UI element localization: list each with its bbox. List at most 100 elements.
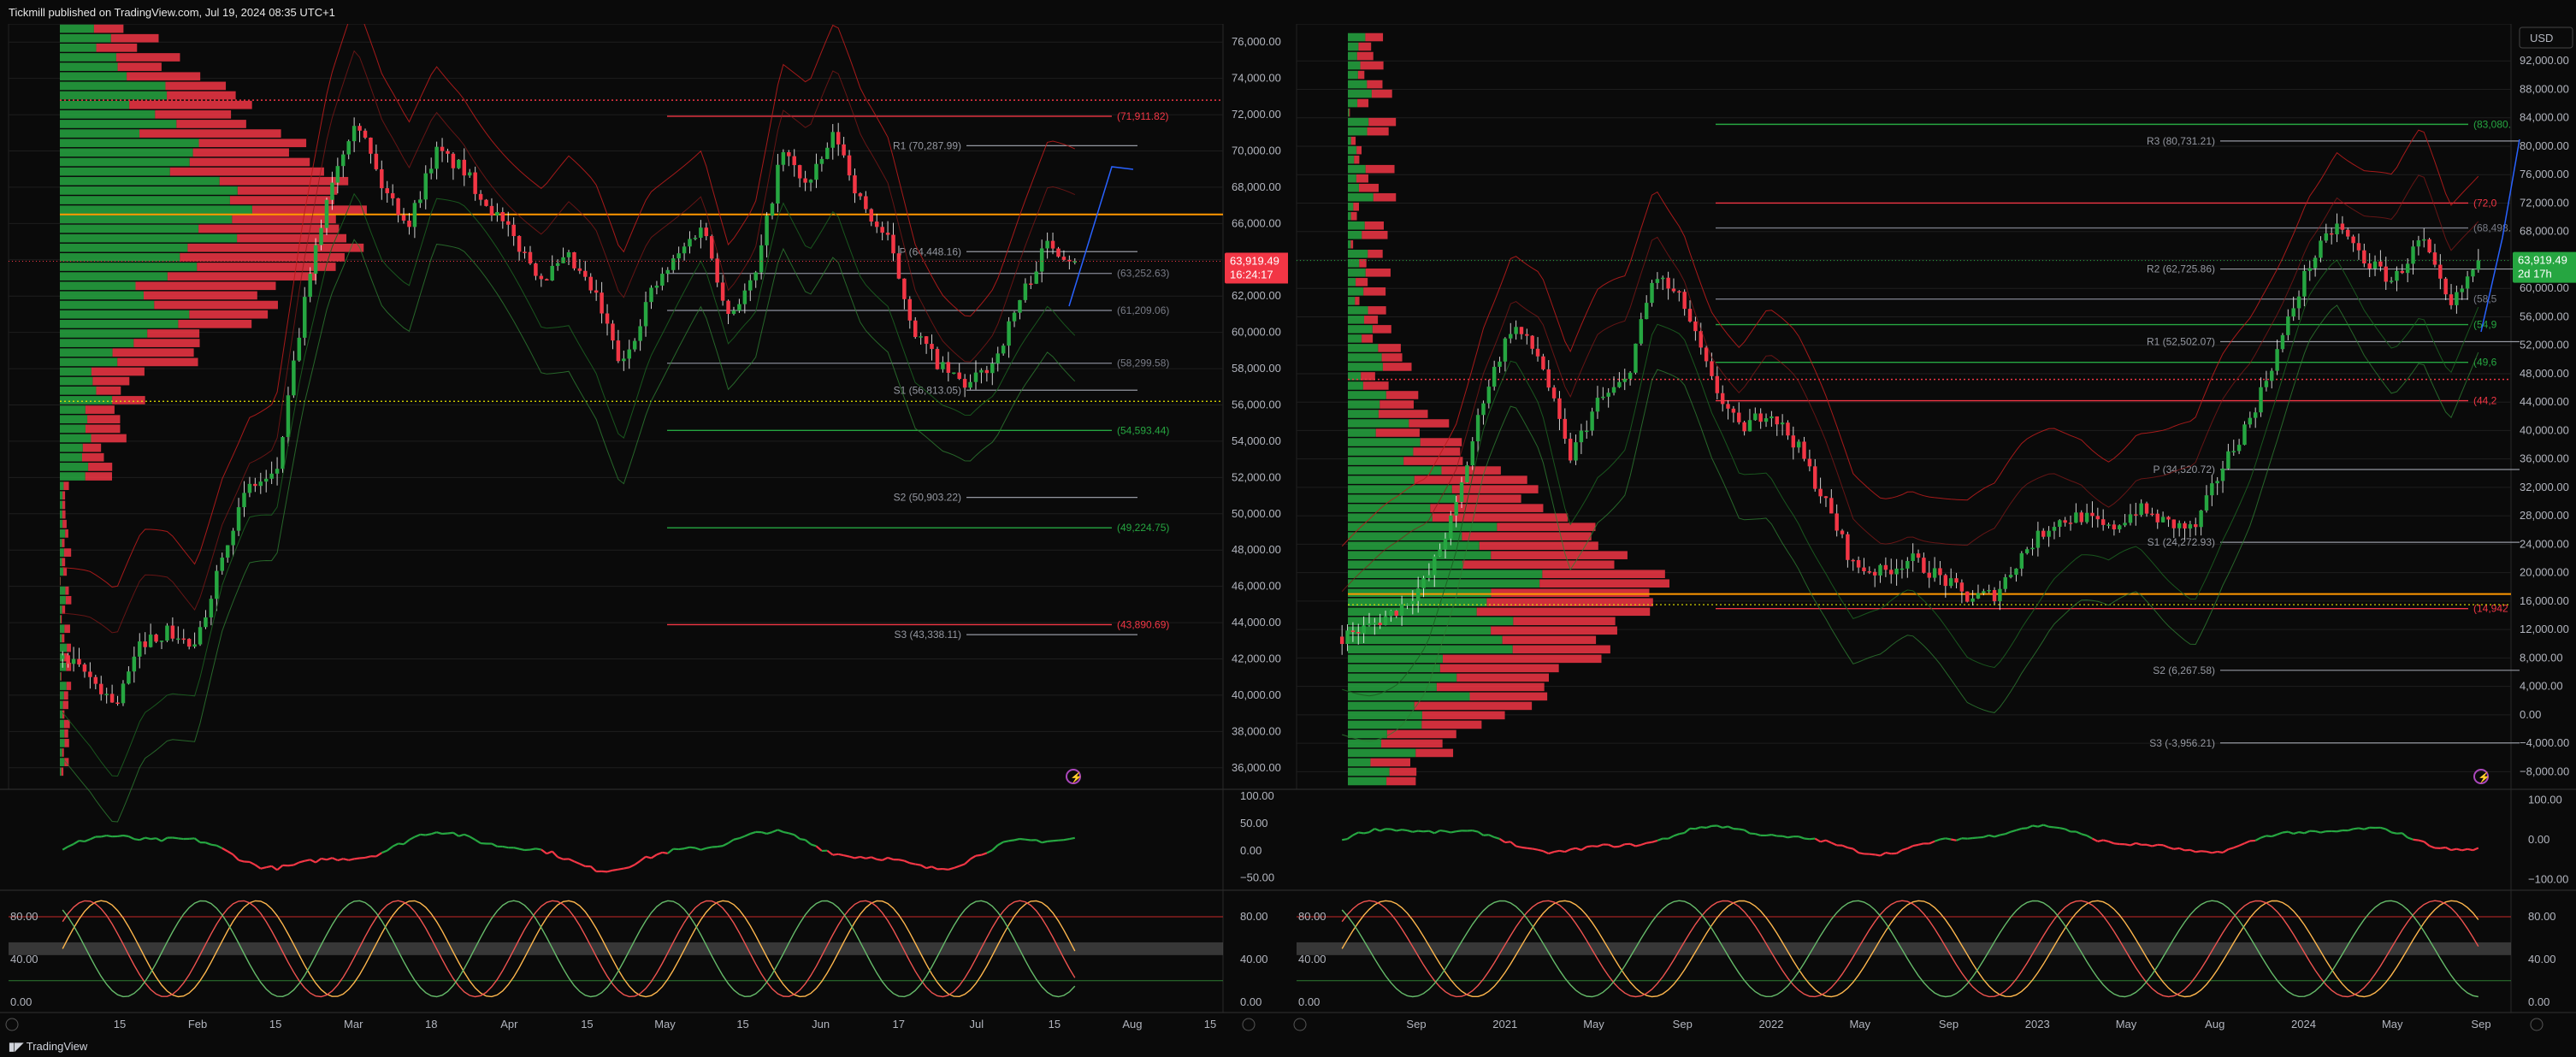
candle-body bbox=[2144, 503, 2149, 514]
volume-profile-bar-up bbox=[1348, 221, 1365, 230]
candle-body bbox=[2270, 370, 2274, 381]
level-label: (63,252.63) bbox=[1117, 268, 1169, 280]
volume-profile-bar-down bbox=[1378, 344, 1401, 352]
volume-profile-bar-down bbox=[1378, 410, 1428, 418]
volume-profile-bar-down bbox=[62, 558, 66, 567]
rsi-line-segment bbox=[375, 852, 382, 858]
rsi-line-segment bbox=[1374, 828, 1381, 832]
candle-body bbox=[2123, 523, 2127, 526]
rsi-line-segment bbox=[1346, 834, 1354, 840]
rsi-line-segment bbox=[1580, 846, 1587, 851]
price-tick-label: 16,000.00 bbox=[2520, 594, 2569, 607]
left-chart-panel[interactable]: 76,000.00 74,000.00 72,000.00 70,000.00 68,0… bbox=[0, 24, 1288, 1036]
candle-body bbox=[1911, 553, 1915, 562]
price-tick-label: 66,000.00 bbox=[1232, 216, 1281, 229]
candle-body bbox=[2090, 512, 2094, 517]
price-tick-label: 56,000.00 bbox=[2520, 310, 2569, 322]
candle-body bbox=[1770, 416, 1774, 419]
rsi-line-segment bbox=[2130, 841, 2136, 847]
candle-body bbox=[440, 146, 445, 151]
candle-body bbox=[572, 251, 576, 269]
price-tick-label: 74,000.00 bbox=[1232, 72, 1281, 85]
rsi-line-segment bbox=[629, 864, 635, 869]
candle-body bbox=[1965, 591, 1970, 602]
candle-body bbox=[616, 340, 621, 362]
candle-body bbox=[1449, 515, 1453, 539]
candle-body bbox=[1056, 248, 1061, 257]
candle-body bbox=[792, 156, 796, 166]
stoch-slow-line bbox=[62, 900, 1076, 998]
rsi-line-segment bbox=[1358, 831, 1364, 835]
rsi-line-segment bbox=[1945, 837, 1952, 841]
rsi-line-segment bbox=[161, 836, 168, 842]
candle-body bbox=[495, 212, 499, 216]
volume-profile-bar-down bbox=[62, 519, 67, 528]
volume-profile-bar-up bbox=[1348, 682, 1437, 692]
candle-body bbox=[2194, 524, 2198, 528]
candle-body bbox=[2302, 270, 2307, 297]
candle-body bbox=[2291, 308, 2295, 317]
volume-profile-bar-down bbox=[1360, 61, 1384, 70]
candle-body bbox=[864, 196, 868, 210]
rsi-line-segment bbox=[62, 846, 69, 851]
rsi-line-segment bbox=[392, 842, 399, 847]
candle-body bbox=[511, 224, 516, 237]
candle-body bbox=[2476, 260, 2481, 270]
tradingview-logo[interactable]: ▮◤ TradingView bbox=[9, 1040, 88, 1053]
rsi-line-segment bbox=[1564, 848, 1571, 853]
candle-body bbox=[2134, 514, 2138, 516]
rsi-line-segment bbox=[408, 836, 416, 841]
outer-lower-band bbox=[62, 239, 1076, 823]
rsi-line-segment bbox=[909, 862, 916, 865]
rsi-line-segment bbox=[210, 843, 217, 847]
volume-profile-bar-down bbox=[1362, 334, 1374, 343]
rsi-line-segment bbox=[1532, 847, 1539, 851]
volume-profile-bar-down bbox=[1368, 306, 1386, 315]
candle-body bbox=[808, 180, 813, 183]
candle-body bbox=[209, 599, 214, 617]
volume-profile-bar-down bbox=[1421, 720, 1482, 729]
candle-body bbox=[1339, 636, 1344, 645]
candle-body bbox=[1459, 481, 1464, 502]
candle-body bbox=[1644, 303, 1649, 320]
candle-body bbox=[1699, 331, 1703, 348]
candle-body bbox=[1731, 408, 1736, 413]
rsi-line-segment bbox=[2168, 846, 2175, 850]
rsi-line-segment bbox=[683, 846, 690, 850]
candle-body bbox=[1045, 240, 1049, 249]
rsi-line-segment bbox=[612, 868, 619, 871]
rsi-line-segment bbox=[2124, 843, 2131, 847]
candle-body bbox=[1007, 321, 1011, 346]
candle-body bbox=[2063, 520, 2067, 523]
candle-body bbox=[709, 236, 714, 259]
volume-profile-bar-down bbox=[143, 291, 257, 300]
rsi-line-segment bbox=[1744, 829, 1751, 835]
candle-body bbox=[2128, 514, 2133, 523]
rsi-line-segment bbox=[1542, 850, 1550, 855]
rsi-line-segment bbox=[2461, 847, 2468, 852]
volume-profile-bar-down bbox=[165, 81, 227, 91]
right-chart-panel[interactable]: 92,000.00 88,000.00 84,000.00 80,000.00 76,0… bbox=[1288, 24, 2576, 1036]
candle-body bbox=[1780, 422, 1785, 425]
time-tick-label: Sep bbox=[1406, 1018, 1426, 1030]
candle-body bbox=[1747, 420, 1752, 432]
candle-body bbox=[1595, 398, 1600, 412]
candle-body bbox=[1383, 616, 1388, 625]
rsi-line-segment bbox=[1841, 844, 1848, 849]
rsi-line-segment bbox=[73, 840, 80, 845]
candle-body bbox=[2100, 519, 2106, 525]
candle-body bbox=[467, 172, 472, 176]
candle-body bbox=[242, 493, 246, 508]
rsi-line-segment bbox=[1597, 843, 1604, 847]
level-label: (44,2 bbox=[2473, 395, 2497, 407]
candle-body bbox=[566, 251, 571, 257]
volume-profile-bar-down bbox=[198, 224, 340, 233]
volume-profile-bar-down bbox=[1368, 117, 1397, 127]
candle-body bbox=[1443, 538, 1448, 550]
rsi-line-segment bbox=[2201, 850, 2207, 853]
rsi-line-segment bbox=[1527, 847, 1533, 850]
rsi-line-segment bbox=[304, 859, 310, 862]
rsi-line-segment bbox=[634, 859, 641, 866]
volume-profile-bar-up bbox=[1348, 739, 1382, 748]
volume-profile-bar-up bbox=[60, 615, 61, 623]
